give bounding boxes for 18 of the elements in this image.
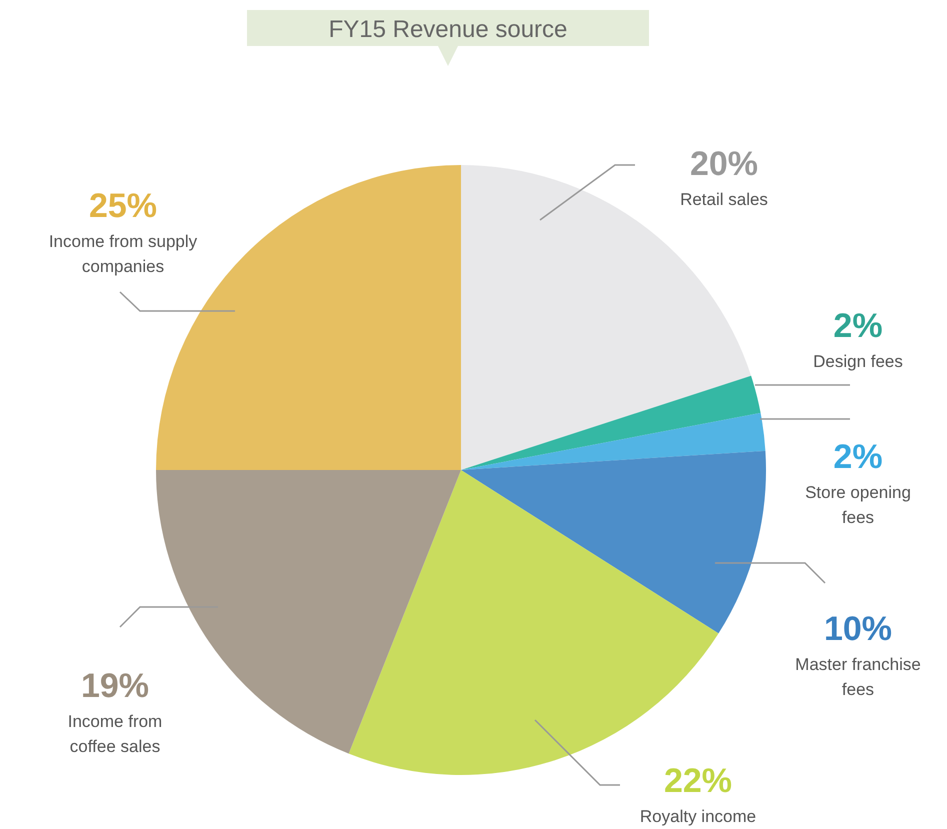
slice-label: Royalty income	[640, 807, 756, 826]
data-label: 22%	[664, 762, 732, 800]
data-label: 2%	[833, 438, 883, 476]
pie-slice	[461, 450, 766, 634]
pie-slice	[461, 376, 761, 470]
data-label: 10%	[824, 610, 892, 648]
pie-slice	[461, 412, 766, 470]
data-label: 20%	[690, 145, 758, 183]
data-label: 25%	[88, 187, 158, 225]
slice-label: Store opening fees	[805, 483, 911, 527]
slice-label: Design fees	[813, 352, 903, 371]
slice-label: Master franchise fees	[795, 655, 921, 699]
data-label: 2%	[833, 307, 883, 345]
slice-label: Retail sales	[680, 190, 768, 209]
slice-label: Income from coffee sales	[68, 712, 162, 756]
slice-label: Income from supply companies	[48, 232, 198, 276]
data-label: 19%	[80, 667, 150, 705]
chart-title: FY15 Revenue source	[328, 16, 568, 43]
